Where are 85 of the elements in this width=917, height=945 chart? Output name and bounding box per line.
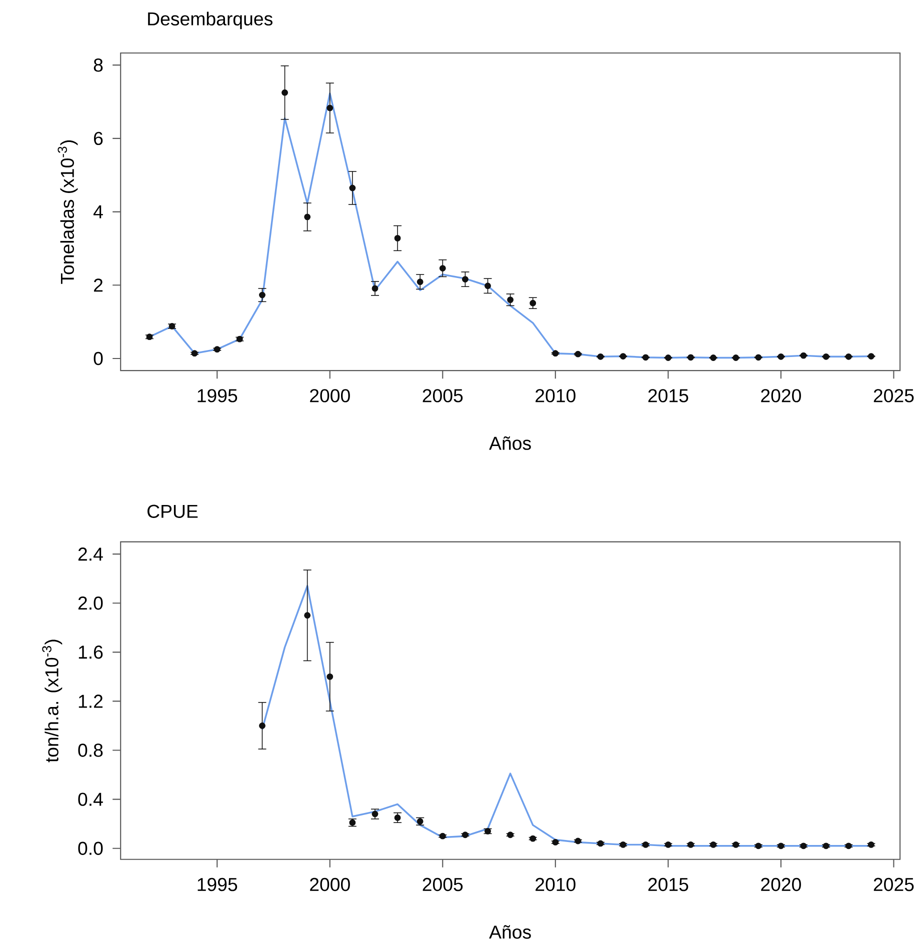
point	[800, 842, 807, 850]
x-tick-label: 2015	[648, 878, 688, 892]
x-tick-label: 2000	[310, 878, 350, 892]
point	[462, 832, 468, 838]
point	[214, 346, 220, 353]
point	[326, 673, 334, 680]
point	[349, 184, 356, 192]
y-tick-label: 0.0	[78, 842, 103, 855]
point	[439, 832, 446, 840]
point	[326, 104, 334, 112]
y-axis-title: ton/h.a. (x10$^{-3}$)	[42, 640, 62, 762]
point	[597, 353, 604, 360]
y-tick-label: 2	[94, 278, 103, 292]
point	[304, 612, 311, 619]
y-axis-title: Toneladas (x10$^{-3}$)	[58, 140, 78, 284]
point	[642, 354, 649, 361]
point	[484, 282, 491, 290]
x-tick-label: 2005	[422, 878, 463, 892]
y-tick-label: 2.4	[78, 548, 103, 561]
point	[822, 842, 830, 850]
x-tick-label: 2025	[874, 389, 914, 402]
point	[552, 839, 559, 846]
point	[755, 354, 762, 361]
y-tick-label: 0	[94, 352, 103, 366]
point	[868, 841, 874, 848]
point	[259, 292, 266, 298]
x-axis-title: Años	[489, 925, 531, 939]
chart-title: CPUE	[148, 504, 198, 518]
y-tick-label: 6	[94, 132, 103, 146]
point	[732, 354, 740, 361]
point	[394, 814, 401, 821]
point	[800, 352, 807, 359]
point	[372, 810, 378, 818]
point	[710, 354, 716, 361]
point	[688, 841, 694, 848]
point	[868, 353, 874, 360]
y-tick-label: 0.4	[78, 792, 103, 806]
point	[530, 835, 536, 842]
y-tick-label: 1.6	[78, 646, 103, 659]
point	[597, 840, 604, 847]
point	[259, 722, 266, 729]
y-tick-label: 8	[94, 58, 103, 72]
point	[282, 89, 288, 96]
point	[574, 350, 582, 358]
x-tick-label: 2015	[648, 389, 688, 402]
point	[664, 354, 672, 361]
y-tick-label: 0.8	[78, 744, 103, 757]
point	[778, 353, 784, 360]
point	[664, 841, 672, 848]
x-tick-label: 2025	[874, 878, 914, 892]
y-tick-label: 4	[93, 205, 103, 218]
x-tick-label: 1995	[198, 878, 238, 892]
point	[191, 350, 198, 357]
point	[620, 841, 626, 848]
point	[845, 842, 852, 850]
x-tick-label: 2020	[761, 878, 801, 892]
point	[710, 841, 716, 848]
point	[530, 300, 536, 306]
x-tick-label: 2005	[422, 389, 463, 402]
point	[394, 234, 401, 242]
chart-title: Desembarques	[148, 12, 272, 30]
point	[688, 354, 694, 361]
y-tick-label: 1.2	[78, 694, 103, 708]
y-tick-label: 2.0	[78, 596, 103, 610]
x-tick-label: 2010	[536, 389, 576, 402]
point	[416, 278, 424, 286]
x-axis-title: Años	[489, 436, 531, 450]
point	[620, 353, 626, 360]
x-tick-label: 2010	[536, 878, 576, 892]
point	[845, 353, 852, 360]
point	[822, 353, 830, 360]
point	[732, 841, 740, 848]
point	[304, 214, 311, 220]
point	[507, 832, 514, 838]
point	[778, 842, 784, 850]
point	[462, 276, 468, 282]
point	[507, 296, 514, 304]
point	[642, 841, 649, 848]
point	[439, 265, 446, 272]
x-tick-label: 2020	[761, 389, 801, 402]
point	[552, 350, 559, 357]
point	[372, 285, 378, 292]
x-tick-label: 2000	[310, 389, 350, 402]
point	[755, 842, 762, 850]
x-tick-label: 1995	[198, 389, 238, 402]
